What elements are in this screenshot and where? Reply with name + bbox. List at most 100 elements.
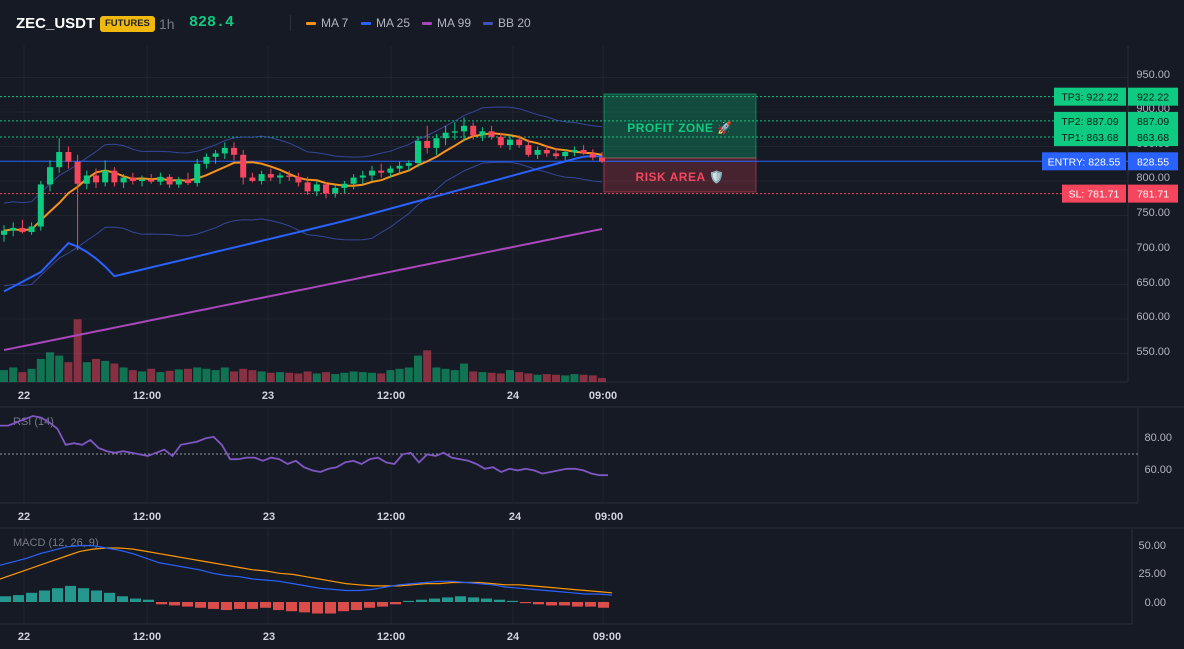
volume-bar	[193, 367, 202, 382]
candle-body[interactable]	[323, 184, 329, 194]
candle-body[interactable]	[415, 140, 421, 164]
candle-body[interactable]	[74, 161, 81, 184]
candle-body[interactable]	[139, 179, 145, 181]
candle-body[interactable]	[19, 227, 26, 233]
candle-body[interactable]	[56, 152, 63, 168]
candle-body[interactable]	[497, 136, 504, 146]
volume-bar	[377, 373, 386, 382]
macd-hist-bar	[299, 602, 310, 613]
volume-bar	[515, 372, 524, 382]
time-label: 24	[507, 631, 520, 643]
candle-body[interactable]	[599, 157, 605, 162]
volume-bar	[230, 371, 238, 382]
candle-body[interactable]	[488, 131, 495, 137]
candle-body[interactable]	[562, 152, 569, 157]
candle-body[interactable]	[378, 170, 385, 173]
volume-bar	[414, 355, 422, 382]
candle-body[interactable]	[47, 167, 53, 185]
rsi-axis[interactable]: 80.00 60.00	[1144, 432, 1172, 476]
candle-body[interactable]	[212, 153, 219, 157]
candle-body[interactable]	[28, 226, 35, 233]
candle-body[interactable]	[157, 176, 164, 182]
candle-body[interactable]	[175, 179, 182, 185]
candle-body[interactable]	[249, 177, 256, 181]
candle-body[interactable]	[267, 174, 274, 178]
candle-body[interactable]	[258, 174, 265, 181]
candle-body[interactable]	[166, 176, 173, 185]
candle-body[interactable]	[507, 139, 513, 146]
candle-body[interactable]	[451, 131, 458, 133]
time-axis-macd[interactable]: 22 12:00 23 12:00 24 09:00	[18, 631, 621, 643]
volume-bar	[368, 372, 376, 382]
candle-body[interactable]	[516, 139, 523, 146]
candle-body[interactable]	[83, 175, 90, 184]
macd-hist-bar	[559, 602, 570, 606]
candle-body[interactable]	[65, 152, 72, 162]
legend-ma25[interactable]: MA 25	[361, 16, 410, 30]
volume-bar	[312, 373, 321, 382]
candle-body[interactable]	[102, 170, 109, 183]
candle-body[interactable]	[240, 154, 247, 178]
candle-body[interactable]	[221, 147, 228, 154]
macd-hist-bar	[130, 598, 141, 602]
candle-body[interactable]	[534, 149, 541, 155]
candle-body[interactable]	[571, 149, 578, 153]
candle-body[interactable]	[93, 175, 99, 183]
volume-bar	[138, 371, 146, 382]
candle-body[interactable]	[580, 149, 587, 154]
candle-body[interactable]	[387, 168, 394, 173]
candle-body[interactable]	[369, 170, 375, 176]
candle-body[interactable]	[10, 227, 17, 231]
candle-body[interactable]	[111, 170, 118, 183]
time-label: 23	[263, 631, 275, 643]
legend-ma99[interactable]: MA 99	[422, 16, 471, 30]
candle-body[interactable]	[553, 153, 559, 157]
candle-body[interactable]	[194, 163, 201, 184]
legend-bb20[interactable]: BB 20	[483, 16, 531, 30]
macd-hist-bar	[0, 596, 11, 602]
candle-body[interactable]	[295, 176, 302, 183]
macd-hist-bar	[468, 597, 479, 602]
time-axis-main[interactable]: 22 12:00 23 12:00 24 09:00	[18, 390, 617, 402]
symbol-name[interactable]: ZEC_USDT	[16, 15, 96, 32]
candle-body[interactable]	[277, 175, 283, 178]
candle-body[interactable]	[313, 184, 320, 192]
candle-body[interactable]	[185, 179, 191, 184]
macd-axis[interactable]: 50.00 25.00 0.00	[1138, 540, 1166, 609]
candle-body[interactable]	[543, 149, 550, 154]
candle-body[interactable]	[479, 131, 486, 136]
candle-body[interactable]	[203, 156, 210, 164]
volume-bar	[174, 369, 183, 382]
time-axis-rsi[interactable]: 22 12:00 23 12:00 24 09:00	[18, 511, 623, 523]
candle-body[interactable]	[350, 177, 357, 184]
candle-body[interactable]	[405, 163, 412, 166]
profit-zone	[603, 93, 757, 159]
candle-body[interactable]	[461, 125, 467, 132]
candle-body[interactable]	[286, 175, 293, 177]
candle-body[interactable]	[442, 132, 449, 139]
candle-body[interactable]	[470, 125, 477, 136]
candle-body[interactable]	[359, 175, 366, 178]
timeframe[interactable]: 1h	[159, 16, 175, 32]
candle-body[interactable]	[424, 140, 431, 148]
candle-body[interactable]	[332, 187, 339, 194]
candle-body[interactable]	[120, 177, 127, 183]
candle-body[interactable]	[433, 138, 440, 148]
candle-body[interactable]	[231, 147, 237, 155]
macd-hist-bar	[533, 602, 544, 605]
time-label: 12:00	[377, 390, 405, 402]
candle-body[interactable]	[341, 183, 348, 188]
candle-body[interactable]	[589, 153, 596, 158]
candle-body[interactable]	[37, 184, 44, 227]
volume-bar	[487, 372, 496, 382]
legend-ma7[interactable]: MA 7	[306, 16, 348, 30]
candle-body[interactable]	[525, 145, 532, 155]
candle-body[interactable]	[1, 230, 7, 235]
candle-body[interactable]	[304, 182, 311, 192]
candle-body[interactable]	[129, 177, 136, 181]
candle-body[interactable]	[396, 165, 403, 169]
candle-body[interactable]	[148, 179, 155, 182]
macd-hist-bar	[377, 602, 388, 607]
volume-bar	[64, 362, 73, 382]
